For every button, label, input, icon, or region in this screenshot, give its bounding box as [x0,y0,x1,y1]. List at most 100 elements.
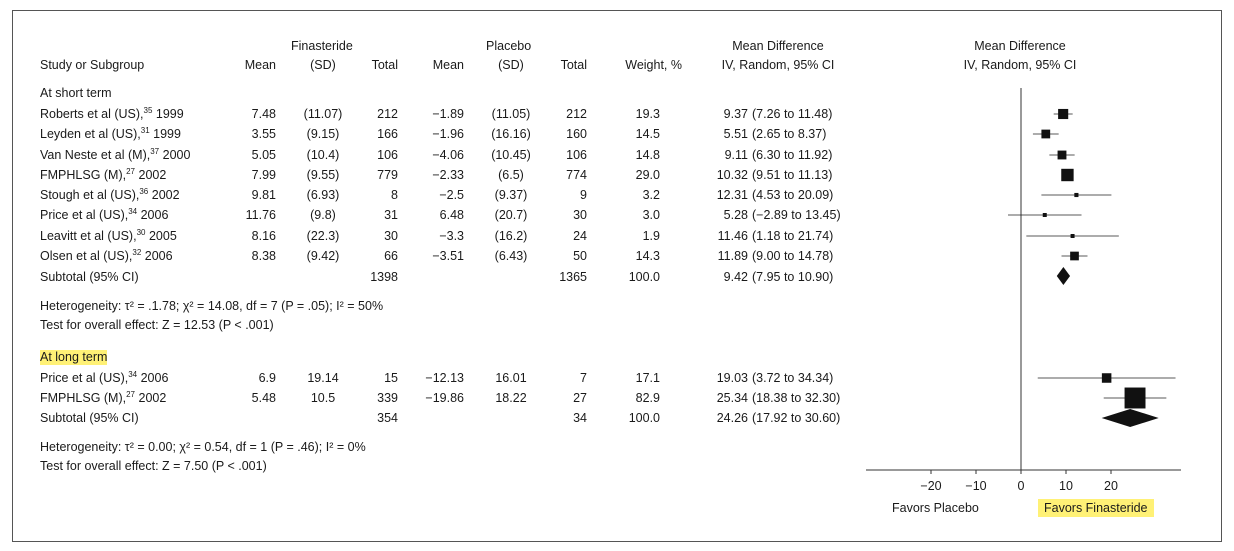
subtotal-diamond [1101,409,1159,427]
study-reference: 27 [126,166,136,176]
fin-n-cell: 339 [377,391,398,405]
study-author: Van Neste et al (M), [40,148,151,162]
subtotal-md: 9.42 [723,270,748,284]
subtotal-label: Subtotal (95% CI) [40,411,139,425]
fin-n-cell: 15 [384,371,398,385]
study-name: Leyden et al (US),31 1999 [40,126,181,142]
effect-marker [1041,129,1051,139]
pla-total-header: Total [560,58,587,72]
x-tick-label: 10 [1059,479,1073,493]
fin-mean-cell: 11.76 [245,208,276,222]
fin-n-cell: 106 [377,148,398,162]
fin-n-cell: 779 [377,168,398,182]
fin-sd-cell: 19.14 [307,371,339,385]
weight-cell: 14.5 [635,127,660,141]
fin-n-cell: 31 [384,208,398,222]
study-reference: 32 [132,247,142,257]
effect-marker [1042,213,1047,217]
weight-cell: 3.2 [642,188,660,202]
study-reference: 35 [143,105,153,115]
pla-sd-cell: (9.37) [494,188,528,202]
finasteride-group-header: Finasteride [291,39,353,53]
study-year: 1999 [152,107,184,121]
pla-mean-cell: −12.13 [425,371,464,385]
pla-n-cell: 774 [566,168,587,182]
ci-cell: (1.18 to 21.74) [752,229,834,243]
study-name: Van Neste et al (M),37 2000 [40,146,190,163]
fin-mean-cell: 5.05 [251,148,276,162]
study-reference: 37 [150,146,160,156]
pla-mean-cell: −1.89 [432,107,464,121]
ci-cell: (18.38 to 32.30) [752,391,841,405]
effect-marker [1070,234,1075,238]
subtotal-label: Subtotal (95% CI) [40,270,139,284]
study-year: 2002 [148,188,180,202]
pla-n-cell: 7 [580,371,587,385]
pla-mean-cell: −1.96 [432,127,464,141]
fin-mean-cell: 7.99 [251,168,276,182]
md-value-cell: 11.46 [717,229,748,243]
overall-effect-note: Test for overall effect: Z = 12.53 (P < … [40,318,274,332]
study-name: FMPHLSG (M),27 2002 [40,389,167,406]
weight-cell: 19.3 [635,107,660,121]
favors-finasteride-label: Favors Finasteride [1038,499,1154,517]
effect-marker [1101,373,1112,383]
fin-sd-cell: (9.8) [310,208,336,222]
subtotal-fin-n: 354 [377,411,398,425]
study-header: Study or Subgroup [40,58,145,72]
study-author: Price et al (US), [40,208,129,222]
pla-sd-cell: (16.2) [494,229,528,243]
pla-mean-header: Mean [432,58,464,72]
ci-cell: (6.30 to 11.92) [752,148,833,162]
x-tick-label: −10 [965,479,987,493]
favors-placebo-label: Favors Placebo [892,501,979,515]
pla-n-cell: 24 [573,229,587,243]
study-year: 2002 [135,168,167,182]
weight-cell: 1.9 [642,229,660,243]
pla-n-cell: 30 [573,208,587,222]
md-value-cell: 9.37 [723,107,748,121]
md-header-line1: Mean Difference [732,39,824,53]
fin-sd-cell: (22.3) [306,229,340,243]
pla-n-cell: 9 [580,188,587,202]
subgroup-label: At short term [40,86,112,100]
study-author: Price et al (US), [40,371,129,385]
subtotal-ci: (7.95 to 10.90) [752,270,834,284]
pla-sd-cell: (20.7) [494,208,528,222]
study-year: 2002 [135,391,167,405]
ci-cell: (4.53 to 20.09) [752,188,834,202]
effect-marker [1124,387,1146,409]
fin-sd-cell: (10.4) [306,148,340,162]
subgroup-label: At long term [40,350,108,365]
weight-cell: 3.0 [642,208,660,222]
fin-sd-cell: (9.15) [306,127,340,141]
pla-mean-cell: 6.48 [439,208,464,222]
subtotal-ci: (17.92 to 30.60) [752,411,841,425]
ci-cell: (7.26 to 11.48) [752,107,833,121]
pla-sd-cell: (11.05) [491,107,531,121]
pla-sd-cell: 18.22 [495,391,527,405]
study-reference: 30 [136,227,146,237]
fin-sd-cell: 10.5 [310,391,336,405]
study-name: Leavitt et al (US),30 2005 [40,227,177,244]
md-value-cell: 19.03 [716,371,748,385]
fin-mean-cell: 3.55 [251,127,276,141]
study-author: Roberts et al (US), [40,107,144,121]
pla-sd-cell: 16.01 [495,371,527,385]
pla-sd-cell: (6.5) [498,168,524,182]
weight-cell: 17.1 [635,371,660,385]
md-header-line2: IV, Random, 95% CI [721,58,835,72]
pla-n-cell: 50 [573,249,587,263]
ci-cell: (2.65 to 8.37) [752,127,827,141]
md-value-cell: 12.31 [716,188,748,202]
subtotal-weight: 100.0 [628,270,660,284]
fin-n-cell: 212 [377,107,398,121]
study-reference: 27 [126,389,136,399]
subtotal-diamond [1056,267,1071,285]
fin-mean-cell: 6.9 [258,371,276,385]
effect-marker [1058,108,1069,120]
x-tick-label: 20 [1104,479,1118,493]
x-tick-label: −20 [920,479,942,493]
pla-sd-cell: (6.43) [494,249,528,263]
study-author: FMPHLSG (M), [40,391,127,405]
